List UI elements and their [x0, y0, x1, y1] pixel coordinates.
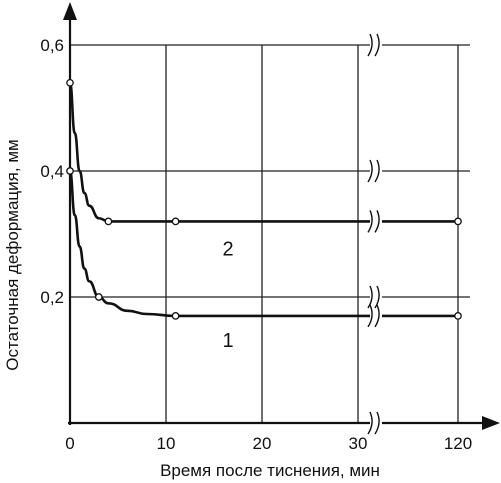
data-point [66, 78, 74, 87]
axis-break-stroke [374, 159, 380, 183]
series-break-gap [370, 217, 382, 226]
x-tick-label: 30 [349, 434, 368, 453]
data-point [66, 167, 74, 175]
y-tick-label: 0,6 [40, 36, 64, 55]
curve-label-1: 1 [222, 330, 233, 352]
data-point [171, 217, 180, 226]
axis-break-stroke [367, 159, 373, 183]
y-axis-title: Остаточная деформация, мм [3, 139, 22, 370]
axis-break-stroke [367, 285, 373, 309]
x-axis-arrow [482, 416, 500, 430]
axis-break-gap [370, 294, 382, 300]
axis-break-stroke [367, 210, 373, 233]
x-tick-label: 0 [65, 434, 74, 453]
axis-break-marks [367, 33, 382, 435]
axes [63, 2, 500, 430]
x-tick-label: 10 [157, 434, 176, 453]
series-line-1 [68, 169, 458, 318]
data-point [171, 312, 180, 320]
series-line-2 [68, 81, 458, 223]
data-point [454, 217, 462, 226]
axis-break-stroke [374, 285, 380, 309]
data-point [94, 293, 103, 301]
axis-break-stroke [374, 33, 380, 57]
series-break-gap [370, 311, 382, 320]
labels-layer: 0 10 20 30 120 0,2 0,4 0,6 1 2 [40, 36, 472, 453]
data-point [454, 312, 462, 320]
x-tick-label: 20 [253, 434, 272, 453]
axis-break-gap [370, 168, 382, 174]
grid [70, 44, 470, 423]
axis-break-stroke [367, 304, 373, 328]
y-axis-arrow [63, 2, 77, 20]
y-tick-label: 0,2 [40, 288, 64, 307]
data-point [104, 217, 113, 226]
series-layer [66, 78, 462, 328]
y-tick-label: 0,4 [40, 162, 64, 181]
axis-break-stroke [367, 33, 373, 57]
axis-break-stroke [374, 304, 380, 328]
curve-label-2: 2 [222, 238, 233, 260]
x-tick-label: 120 [444, 434, 472, 453]
axis-break-stroke [367, 411, 373, 435]
axis-break-stroke [374, 411, 380, 435]
axis-break-gap [370, 420, 382, 426]
axis-break-gap [370, 42, 382, 48]
axis-break-stroke [374, 210, 380, 233]
x-axis-title: Время после тиснения, мин [160, 461, 380, 480]
